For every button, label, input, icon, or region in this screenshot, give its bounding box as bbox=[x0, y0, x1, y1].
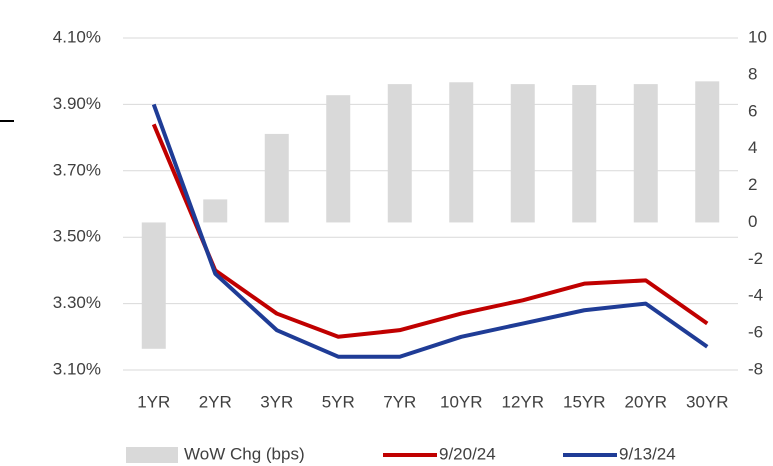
y2-tick-label: 4 bbox=[748, 138, 757, 157]
bar bbox=[695, 81, 720, 223]
y2-tick-label: -6 bbox=[748, 323, 763, 342]
line-series bbox=[151, 123, 709, 339]
x-tick-label: 15YR bbox=[563, 392, 606, 411]
x-tick-label: 1YR bbox=[137, 392, 170, 411]
legend-swatch bbox=[126, 447, 178, 463]
y2-tick-label: -8 bbox=[748, 359, 763, 378]
bar bbox=[141, 222, 166, 349]
bar bbox=[387, 84, 412, 223]
x-tick-label: 20YR bbox=[624, 392, 667, 411]
line-series bbox=[151, 103, 709, 359]
y-tick-label: 3.30% bbox=[53, 293, 101, 312]
x-tick-label: 5YR bbox=[322, 392, 355, 411]
x-tick-label: 2YR bbox=[199, 392, 232, 411]
legend-label: 9/13/24 bbox=[619, 444, 676, 463]
y-tick-label: 4.10% bbox=[53, 27, 101, 46]
y2-tick-label: 10 bbox=[748, 27, 767, 46]
legend-label: WoW Chg (bps) bbox=[184, 444, 305, 463]
bar bbox=[449, 82, 474, 223]
bar bbox=[326, 95, 351, 223]
y2-tick-label: 2 bbox=[748, 175, 757, 194]
x-tick-label: 12YR bbox=[501, 392, 544, 411]
y2-tick-label: -2 bbox=[748, 249, 763, 268]
bar bbox=[203, 199, 228, 223]
x-tick-label: 30YR bbox=[686, 392, 729, 411]
x-tick-label: 10YR bbox=[440, 392, 483, 411]
legend-label: 9/20/24 bbox=[439, 444, 496, 463]
x-tick-label: 7YR bbox=[383, 392, 416, 411]
y2-tick-label: 0 bbox=[748, 212, 757, 231]
y-tick-label: 3.50% bbox=[53, 227, 101, 246]
bar bbox=[633, 84, 658, 223]
y2-tick-label: 8 bbox=[748, 64, 757, 83]
x-tick-label: 3YR bbox=[260, 392, 293, 411]
y-tick-label: 3.70% bbox=[53, 160, 101, 179]
y-tick-label: 3.10% bbox=[53, 359, 101, 378]
bar bbox=[510, 84, 535, 223]
y2-tick-label: -4 bbox=[748, 286, 763, 305]
y-tick-label: 3.90% bbox=[53, 94, 101, 113]
bar bbox=[264, 133, 289, 223]
y2-tick-label: 6 bbox=[748, 101, 757, 120]
bar bbox=[572, 85, 597, 223]
